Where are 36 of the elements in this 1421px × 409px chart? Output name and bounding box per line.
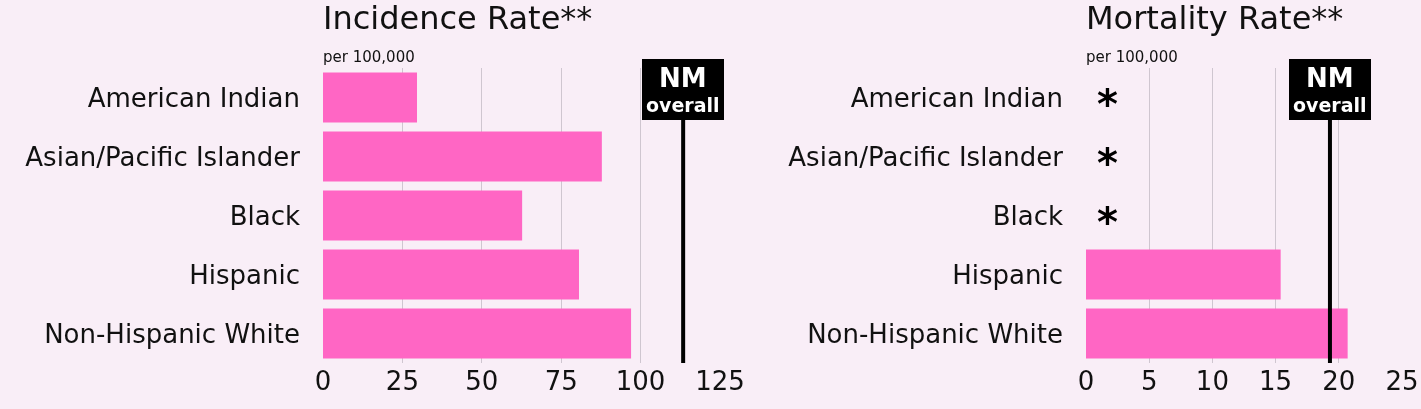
x-tick-label: 0 <box>314 366 332 396</box>
x-tick-label: 0 <box>1077 366 1095 396</box>
x-tick-label: 75 <box>544 366 578 396</box>
y-tick-label: Black <box>229 200 300 231</box>
y-tick-label: Hispanic <box>189 259 300 290</box>
y-tick-label: Asian/Pacific Islander <box>788 141 1064 172</box>
x-tick-label: 20 <box>1322 366 1356 396</box>
x-tick-label: 50 <box>465 366 499 396</box>
bar <box>323 249 579 300</box>
x-tick-label: 15 <box>1259 366 1293 396</box>
x-tick-label: 10 <box>1195 366 1229 396</box>
chart-subtitle: per 100,000 <box>323 48 415 66</box>
x-tick-label: 25 <box>1385 366 1419 396</box>
x-tick-label: 100 <box>615 366 666 396</box>
annotation: * <box>1097 140 1118 186</box>
y-tick-label: Asian/Pacific Islander <box>25 141 301 172</box>
annotation: * <box>1097 81 1118 127</box>
bar <box>323 72 418 123</box>
x-tick-label: 25 <box>385 366 419 396</box>
chart-subtitle: per 100,000 <box>1086 48 1178 66</box>
bar <box>323 131 602 182</box>
y-tick-label: American Indian <box>850 82 1063 113</box>
ref-line-label: NM overall <box>1293 63 1367 116</box>
y-tick-label: Non-Hispanic White <box>44 318 300 349</box>
y-tick-label: Hispanic <box>952 259 1063 290</box>
bar <box>323 308 632 359</box>
ref-line-label: NM overall <box>646 63 720 116</box>
chart-title: Incidence Rate** <box>323 0 593 37</box>
x-tick-label: 5 <box>1140 366 1158 396</box>
annotation: * <box>1097 199 1118 245</box>
y-tick-label: Non-Hispanic White <box>807 318 1063 349</box>
x-tick-label: 125 <box>695 366 745 396</box>
bar <box>323 190 523 241</box>
chart-title: Mortality Rate** <box>1086 0 1344 37</box>
y-tick-label: Black <box>992 200 1063 231</box>
y-tick-label: American Indian <box>87 82 300 113</box>
